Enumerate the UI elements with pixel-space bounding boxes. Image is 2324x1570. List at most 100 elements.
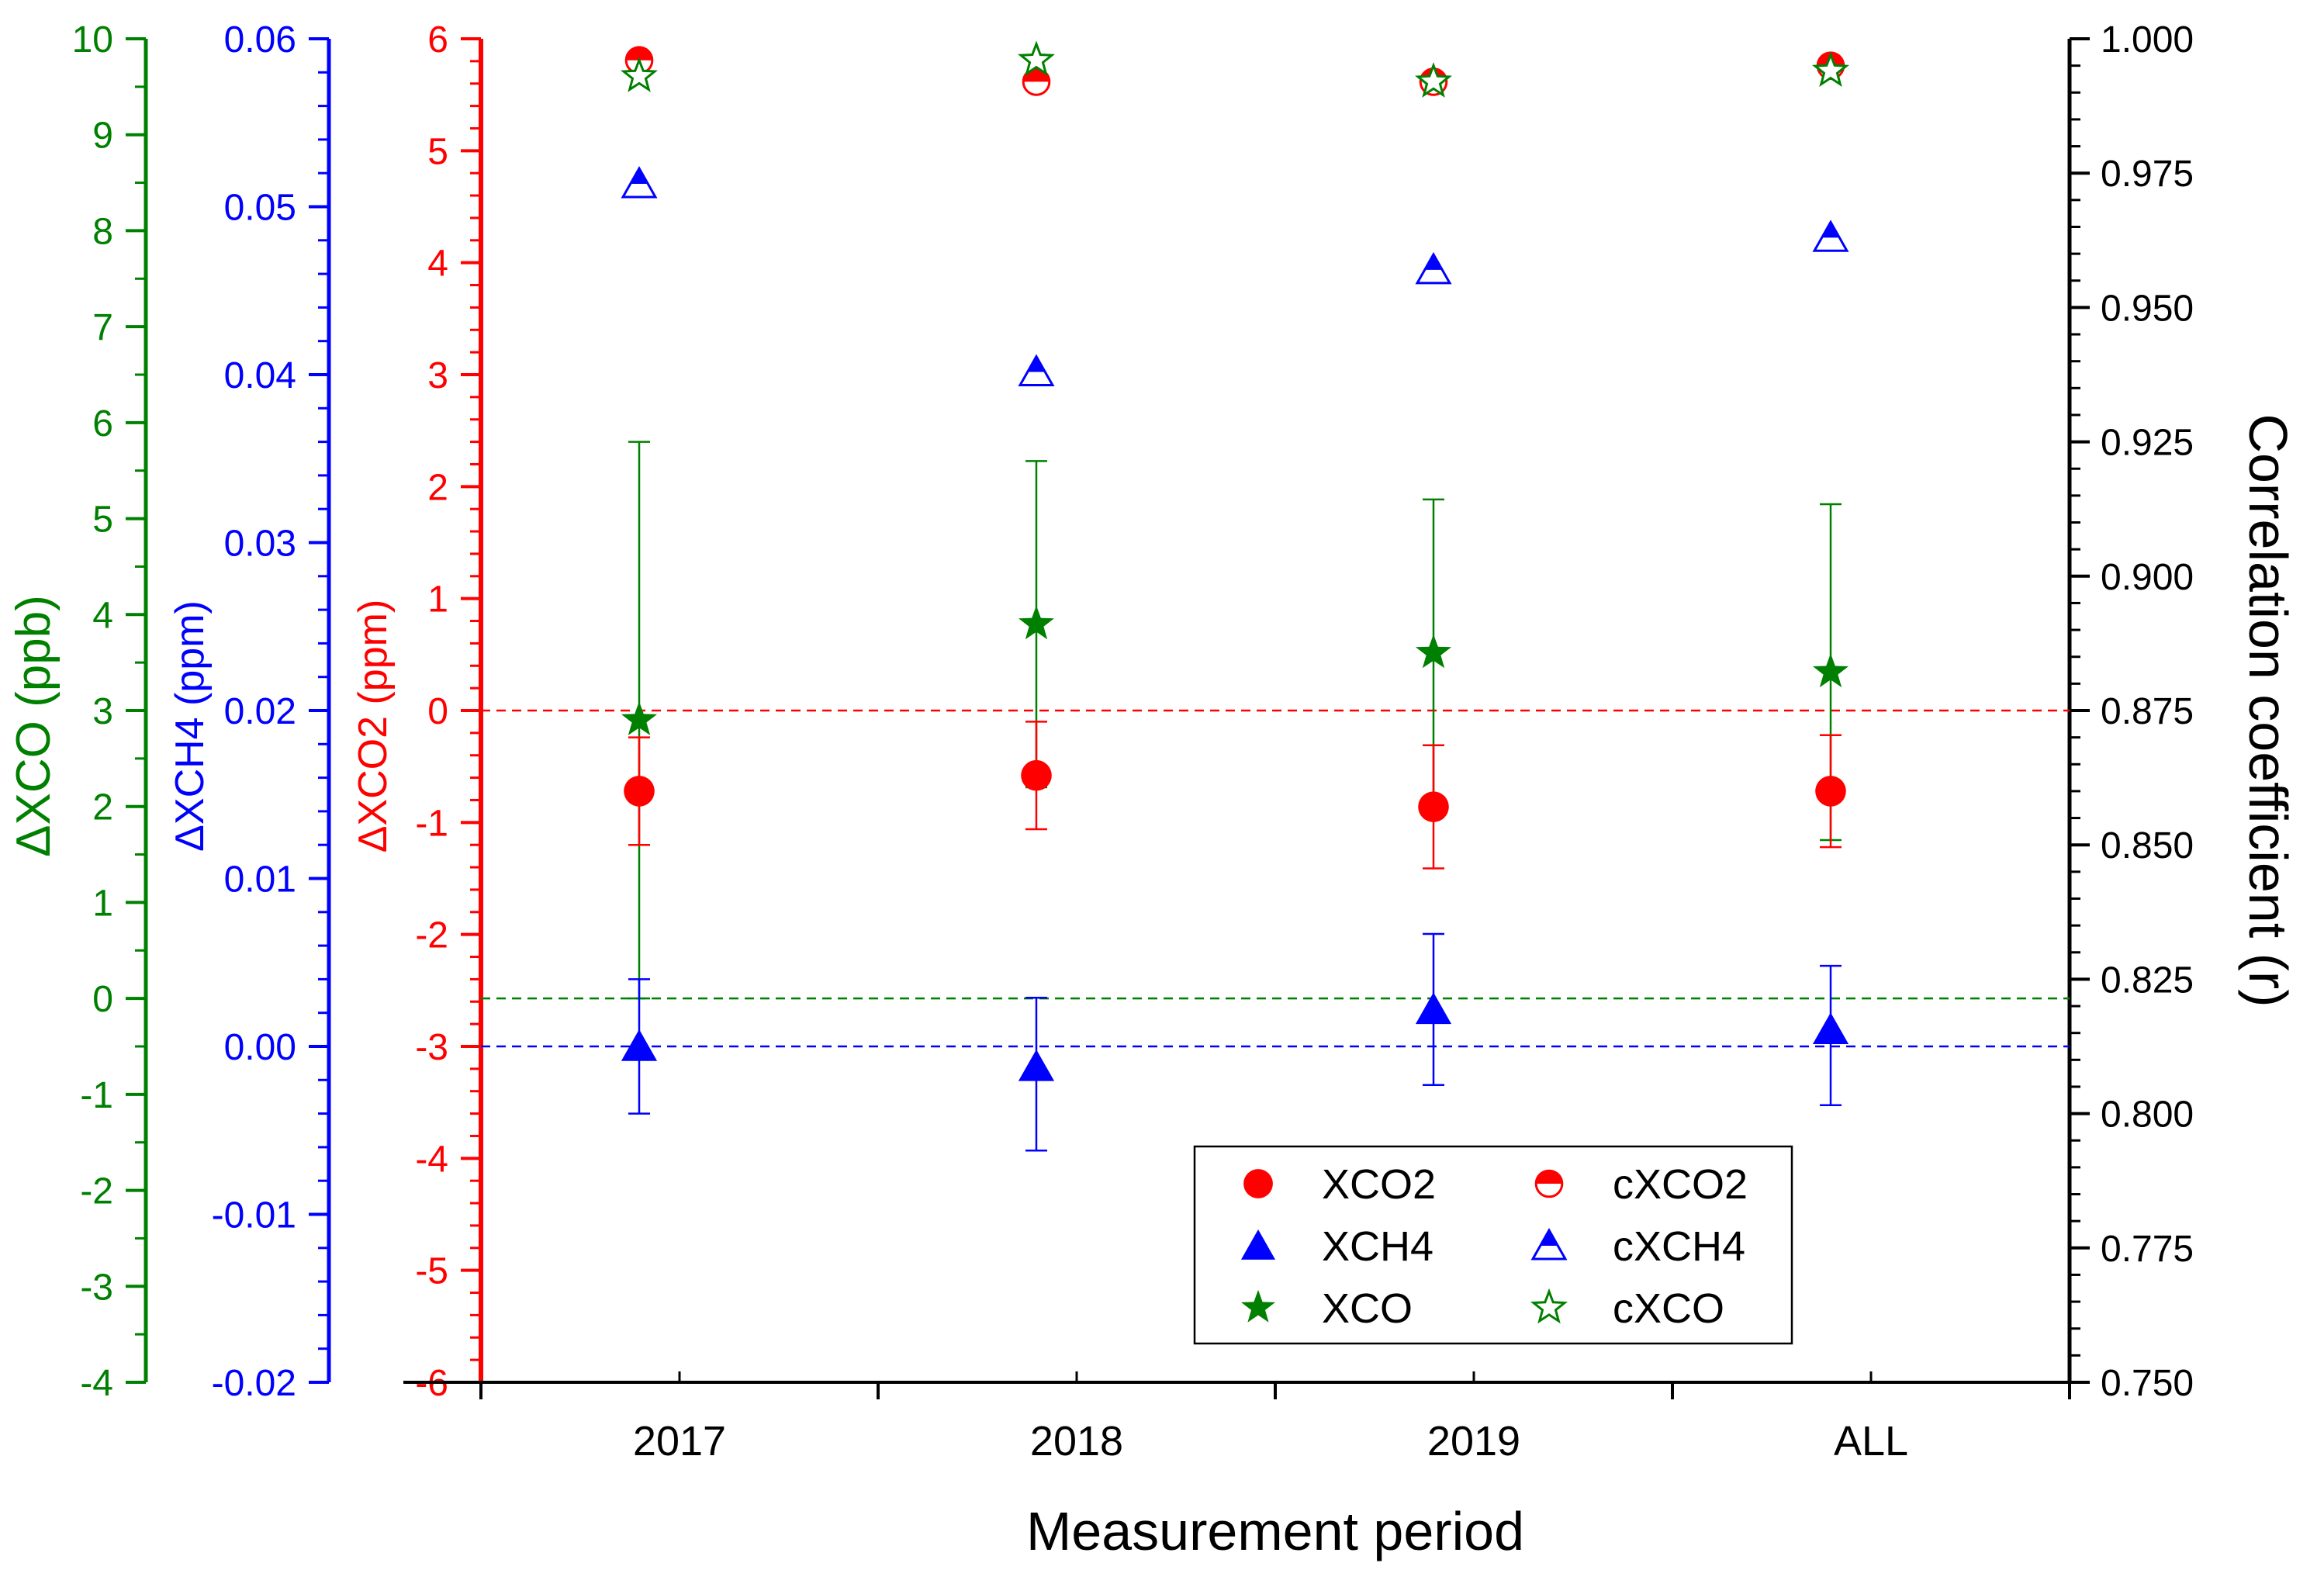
series-cXCH4 [621,166,1849,386]
point-XCH4 [1018,1049,1055,1081]
tick-label-xco2: -5 [415,1251,448,1292]
axis-xco: -4 -3 -2 -1 0 1 2 3 4 5 6 7 8 9 10 ΔXCO (ppb) [7,19,148,1404]
legend-label: cXCO2 [1613,1161,1748,1208]
reference-lines [481,709,2070,1048]
point-cXCO [1811,51,1850,88]
axis-title-xch4: ΔXCH4 (ppm) [168,600,213,852]
tick-label-xco2: -2 [415,915,448,956]
axis-r: 0.750 0.775 0.800 0.825 0.850 0.875 0.900 0.925… [2067,19,2298,1404]
tick-label-xco: 0 [92,979,113,1020]
point-XCO [621,701,657,735]
tick-label-xco2: 6 [427,19,448,61]
tick-label-xco2: -3 [415,1027,448,1068]
point-XCH4 [1812,1012,1849,1045]
legend-marker-XCO2 [1243,1169,1273,1198]
point-XCO2 [624,776,655,807]
legend-item-XCO2: XCO2 [1243,1161,1436,1208]
point-XCO [1813,653,1848,688]
legend-item-XCH4: XCH4 [1240,1223,1433,1270]
tick-label-xco: 9 [92,116,113,157]
tick-label-xch4: 0.05 [224,188,296,229]
point-XCO [1018,605,1054,640]
legend-item-XCO: XCO [1241,1285,1413,1332]
point-cXCO [1414,62,1453,98]
x-tick-label: ALL [1834,1418,1908,1465]
tick-label-r: 0.950 [2101,288,2194,329]
point-XCH4 [621,1029,658,1061]
tick-label-xch4: 0.01 [224,859,296,901]
tick-label-r: 0.800 [2101,1095,2194,1136]
axis-x: 2017 2018 2019 ALL Measurement period [403,1371,2088,1561]
tick-label-r: 0.825 [2101,960,2194,1001]
legend-box [1193,1145,1793,1345]
tick-label-xco2: 3 [427,355,448,396]
legend-marker-cXCO [1530,1288,1568,1324]
tick-label-xch4: -0.01 [212,1195,296,1236]
legend-marker-XCH4 [1240,1229,1276,1260]
point-cXCO [620,57,659,92]
point-XCO2 [1021,759,1052,791]
tick-label-xch4: 0.00 [224,1027,296,1068]
tick-label-xco: 3 [92,691,113,732]
tick-label-xco2: 0 [427,691,448,732]
tick-label-xco: 7 [92,307,113,348]
legend-item-cXCH4: cXCH4 [1530,1223,1745,1270]
series-cXCO2 [624,46,1845,96]
x-axis-title: Measurement period [1026,1501,1524,1561]
legend-marker-XCO [1241,1289,1275,1323]
legend-marker-cXCH4 [1530,1228,1568,1260]
tick-label-xch4: -0.02 [212,1363,296,1404]
point-XCO2 [1418,791,1449,822]
series-XCO2 [624,721,1846,870]
axis-title-xco2: ΔXCO2 (ppm) [351,600,396,853]
tick-label-r: 0.900 [2101,557,2194,598]
axis-title-xco: ΔXCO (ppb) [7,595,61,857]
series-cXCO [620,40,1850,98]
tick-label-xco: 6 [92,403,113,444]
axis-title-r: Correlation coefficient (r) [2238,413,2298,1007]
tick-label-r: 1.000 [2101,19,2194,61]
point-XCH4 [1415,992,1452,1025]
tick-label-r: 0.975 [2101,154,2194,195]
point-cXCH4 [1018,354,1055,386]
point-cXCH4 [621,166,658,199]
tick-label-xco2: 1 [427,579,448,621]
tick-label-xco2: 5 [427,131,448,172]
tick-label-xco: -1 [80,1075,113,1116]
tick-label-xco: -3 [80,1267,113,1308]
x-tick-label: 2017 [633,1418,726,1465]
x-tick-label: 2019 [1427,1418,1520,1465]
tick-label-xco: -4 [80,1363,113,1404]
tick-label-xch4: 0.06 [224,19,296,61]
tick-label-xco2: 4 [427,244,448,285]
point-cXCH4 [1415,251,1452,285]
legend-marker-cXCO2 [1534,1169,1564,1198]
point-cXCO [1017,40,1056,77]
point-XCO2 [1815,776,1846,807]
tick-label-xco: -2 [80,1171,113,1212]
data-marks [620,40,1850,1152]
legend-label: cXCO [1613,1285,1724,1332]
legend-label: XCO [1322,1285,1413,1332]
tick-label-xch4: 0.02 [224,691,296,732]
tick-label-r: 0.925 [2101,423,2194,464]
tick-label-xco2: -4 [415,1139,448,1180]
tick-label-xco2: 2 [427,467,448,508]
legend-label: XCO2 [1322,1161,1436,1208]
legend-item-cXCO: cXCO [1530,1285,1724,1332]
series-XCH4 [621,932,1849,1152]
tick-label-xco: 1 [92,883,113,924]
tick-label-xch4: 0.03 [224,524,296,565]
series-XCO [621,441,1848,1000]
tick-label-xch4: 0.04 [224,355,296,396]
tick-label-r: 0.775 [2101,1229,2194,1270]
tick-label-r: 0.750 [2101,1363,2194,1404]
x-tick-label: 2018 [1030,1418,1123,1465]
tick-label-xco: 4 [92,595,113,636]
tick-label-xco: 8 [92,211,113,252]
tick-label-r: 0.875 [2101,691,2194,732]
axis-xch4: -0.02 -0.01 0.00 0.01 0.02 0.03 0.04 0.05 0.06 ΔX… [168,19,331,1404]
